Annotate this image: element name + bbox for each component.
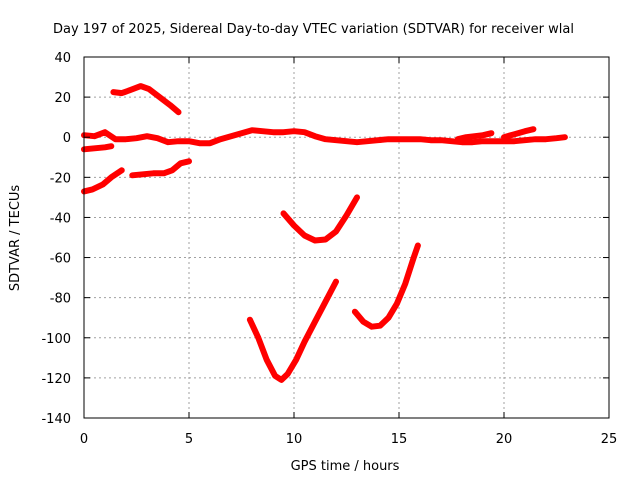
x-tick-label: 5 — [185, 432, 193, 447]
y-tick-label: -80 — [50, 292, 71, 307]
y-tick-label: -120 — [41, 372, 71, 387]
x-tick-label: 15 — [391, 432, 408, 447]
x-tick-label: 20 — [496, 432, 513, 447]
series-track-2 — [81, 167, 125, 195]
series-track-6 — [454, 130, 495, 143]
axis-ticks: 0 5 10 15 20 25 -140 -120 -100 -80 -60 -40 -20 0 20 40 — [41, 51, 617, 447]
y-tick-label: -40 — [50, 211, 71, 226]
y-tick-label: -100 — [41, 332, 71, 347]
x-tick-label: 0 — [80, 432, 88, 447]
y-tick-label: 20 — [54, 91, 71, 106]
series-track-4 — [129, 158, 192, 179]
x-tick-label: 25 — [601, 432, 618, 447]
series-track-3 — [81, 143, 115, 153]
series-track-1 — [110, 83, 182, 116]
data-series — [81, 83, 568, 383]
x-tick-label: 10 — [286, 432, 303, 447]
series-track-5 — [81, 127, 568, 147]
series-track-8 — [280, 194, 360, 244]
y-tick-label: -140 — [41, 412, 71, 427]
y-axis-label: SDTVAR / TECUs — [8, 185, 23, 292]
series-track-10 — [351, 242, 421, 330]
y-tick-label: -20 — [50, 171, 71, 186]
series-track-9 — [246, 278, 339, 383]
grid — [84, 57, 609, 418]
series-track-7 — [501, 126, 537, 141]
y-tick-label: -60 — [50, 252, 71, 267]
x-axis-label: GPS time / hours — [291, 459, 400, 474]
y-tick-label: 0 — [63, 131, 71, 146]
chart-title: Day 197 of 2025, Sidereal Day-to-day VTE… — [53, 22, 574, 37]
plot-frame — [83, 56, 610, 419]
y-tick-label: 40 — [54, 51, 71, 66]
